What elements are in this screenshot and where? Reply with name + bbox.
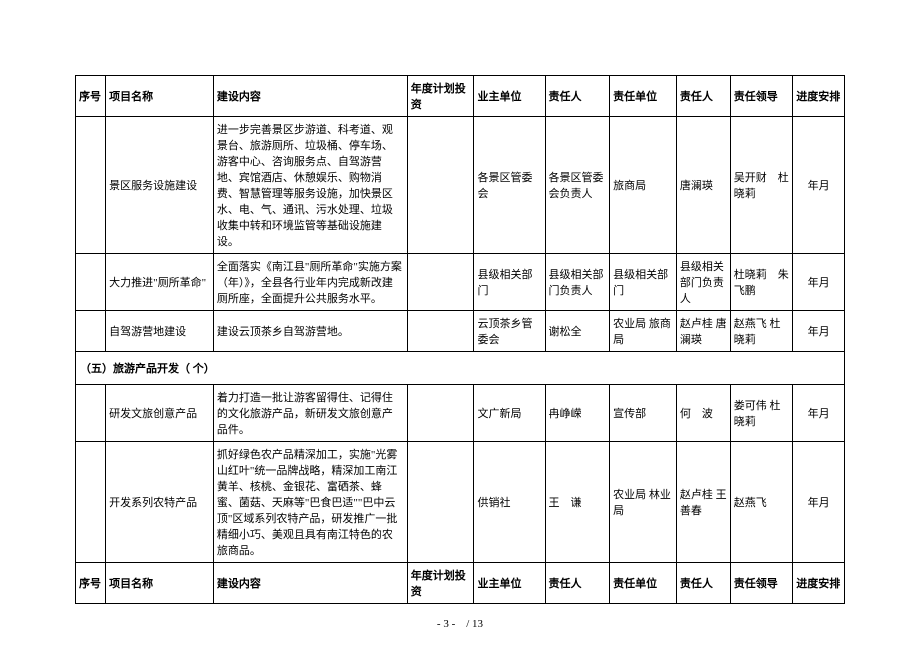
cell-content: 抓好绿色农产品精深加工，实施"光雾山红叶"统一品牌战略，精深加工南江黄羊、核桃、… [213,442,407,563]
footer-invest: 年度计划投资 [407,563,474,604]
cell-name: 大力推进"厕所革命" [106,254,214,311]
footer-seq: 序号 [76,563,106,604]
cell-schedule: 年月 [793,311,845,352]
cell-resp2: 赵卢桂 王善春 [676,442,730,563]
cell-name: 开发系列农特产品 [106,442,214,563]
cell-leader: 吴开财 杜晓莉 [730,117,792,254]
table-header-row: 序号 项目名称 建设内容 年度计划投资 业主单位 责任人 责任单位 责任人 责任… [76,76,845,117]
header-invest: 年度计划投资 [407,76,474,117]
cell-owner: 县级相关部门 [474,254,545,311]
cell-seq [76,117,106,254]
cell-invest [407,442,474,563]
table-row: 开发系列农特产品 抓好绿色农产品精深加工，实施"光雾山红叶"统一品牌战略，精深加… [76,442,845,563]
cell-content: 建设云顶茶乡自驾游营地。 [213,311,407,352]
cell-owner: 文广新局 [474,385,545,442]
cell-content: 进一步完善景区步游道、科考道、观景台、旅游厕所、垃圾桶、停车场、游客中心、咨询服… [213,117,407,254]
table-row: 研发文旅创意产品 着力打造一批让游客留得住、记得住的文化旅游产品，新研发文旅创意… [76,385,845,442]
footer-resp1: 责任人 [545,563,610,604]
cell-seq [76,254,106,311]
cell-schedule: 年月 [793,442,845,563]
cell-schedule: 年月 [793,385,845,442]
table-row: 自驾游营地建设 建设云顶茶乡自驾游营地。 云顶茶乡管委会 谢松全 农业局 旅商局… [76,311,845,352]
cell-seq [76,442,106,563]
header-seq: 序号 [76,76,106,117]
footer-owner: 业主单位 [474,563,545,604]
cell-seq [76,385,106,442]
table-row: 景区服务设施建设 进一步完善景区步游道、科考道、观景台、旅游厕所、垃圾桶、停车场… [76,117,845,254]
footer-name: 项目名称 [106,563,214,604]
cell-name: 景区服务设施建设 [106,117,214,254]
footer-content: 建设内容 [213,563,407,604]
cell-resp2: 唐澜瑛 [676,117,730,254]
cell-schedule: 年月 [793,117,845,254]
header-owner: 业主单位 [474,76,545,117]
header-name: 项目名称 [106,76,214,117]
cell-name: 自驾游营地建设 [106,311,214,352]
cell-unit: 农业局 林业局 [610,442,677,563]
cell-resp1: 各景区管委会负责人 [545,117,610,254]
header-resp2: 责任人 [676,76,730,117]
cell-content: 着力打造一批让游客留得住、记得住的文化旅游产品，新研发文旅创意产品件。 [213,385,407,442]
cell-unit: 农业局 旅商局 [610,311,677,352]
cell-seq [76,311,106,352]
table-footer-row: 序号 项目名称 建设内容 年度计划投资 业主单位 责任人 责任单位 责任人 责任… [76,563,845,604]
cell-resp1: 谢松全 [545,311,610,352]
header-resp1: 责任人 [545,76,610,117]
cell-name: 研发文旅创意产品 [106,385,214,442]
footer-schedule: 进度安排 [793,563,845,604]
header-leader: 责任领导 [730,76,792,117]
section-row: （五）旅游产品开发（ 个） [76,352,845,385]
cell-invest [407,117,474,254]
cell-leader: 杜晓莉 朱飞鹏 [730,254,792,311]
content-area: 序号 项目名称 建设内容 年度计划投资 业主单位 责任人 责任单位 责任人 责任… [75,75,845,604]
footer-resp2: 责任人 [676,563,730,604]
cell-unit: 县级相关部门 [610,254,677,311]
cell-content: 全面落实《南江县"厕所革命"实施方案（年）》，全县各行业年内完成新改建厕所座，全… [213,254,407,311]
cell-schedule: 年月 [793,254,845,311]
cell-leader: 娄可伟 杜晓莉 [730,385,792,442]
cell-owner: 云顶茶乡管委会 [474,311,545,352]
cell-invest [407,385,474,442]
page-number: - 3 - / 13 [0,615,920,631]
cell-unit: 旅商局 [610,117,677,254]
cell-invest [407,254,474,311]
cell-resp2: 何 波 [676,385,730,442]
header-unit: 责任单位 [610,76,677,117]
cell-owner: 供销社 [474,442,545,563]
section-title: （五）旅游产品开发（ 个） [76,352,845,385]
cell-resp1: 王 谦 [545,442,610,563]
header-schedule: 进度安排 [793,76,845,117]
cell-resp1: 县级相关部门负责人 [545,254,610,311]
table-row: 大力推进"厕所革命" 全面落实《南江县"厕所革命"实施方案（年）》，全县各行业年… [76,254,845,311]
cell-owner: 各景区管委会 [474,117,545,254]
header-content: 建设内容 [213,76,407,117]
cell-leader: 赵燕飞 [730,442,792,563]
cell-invest [407,311,474,352]
footer-unit: 责任单位 [610,563,677,604]
footer-leader: 责任领导 [730,563,792,604]
cell-resp2: 县级相关部门负责人 [676,254,730,311]
cell-resp2: 赵卢桂 唐澜瑛 [676,311,730,352]
main-table: 序号 项目名称 建设内容 年度计划投资 业主单位 责任人 责任单位 责任人 责任… [75,75,845,604]
cell-leader: 赵燕飞 杜晓莉 [730,311,792,352]
cell-resp1: 冉峥嵘 [545,385,610,442]
cell-unit: 宣传部 [610,385,677,442]
